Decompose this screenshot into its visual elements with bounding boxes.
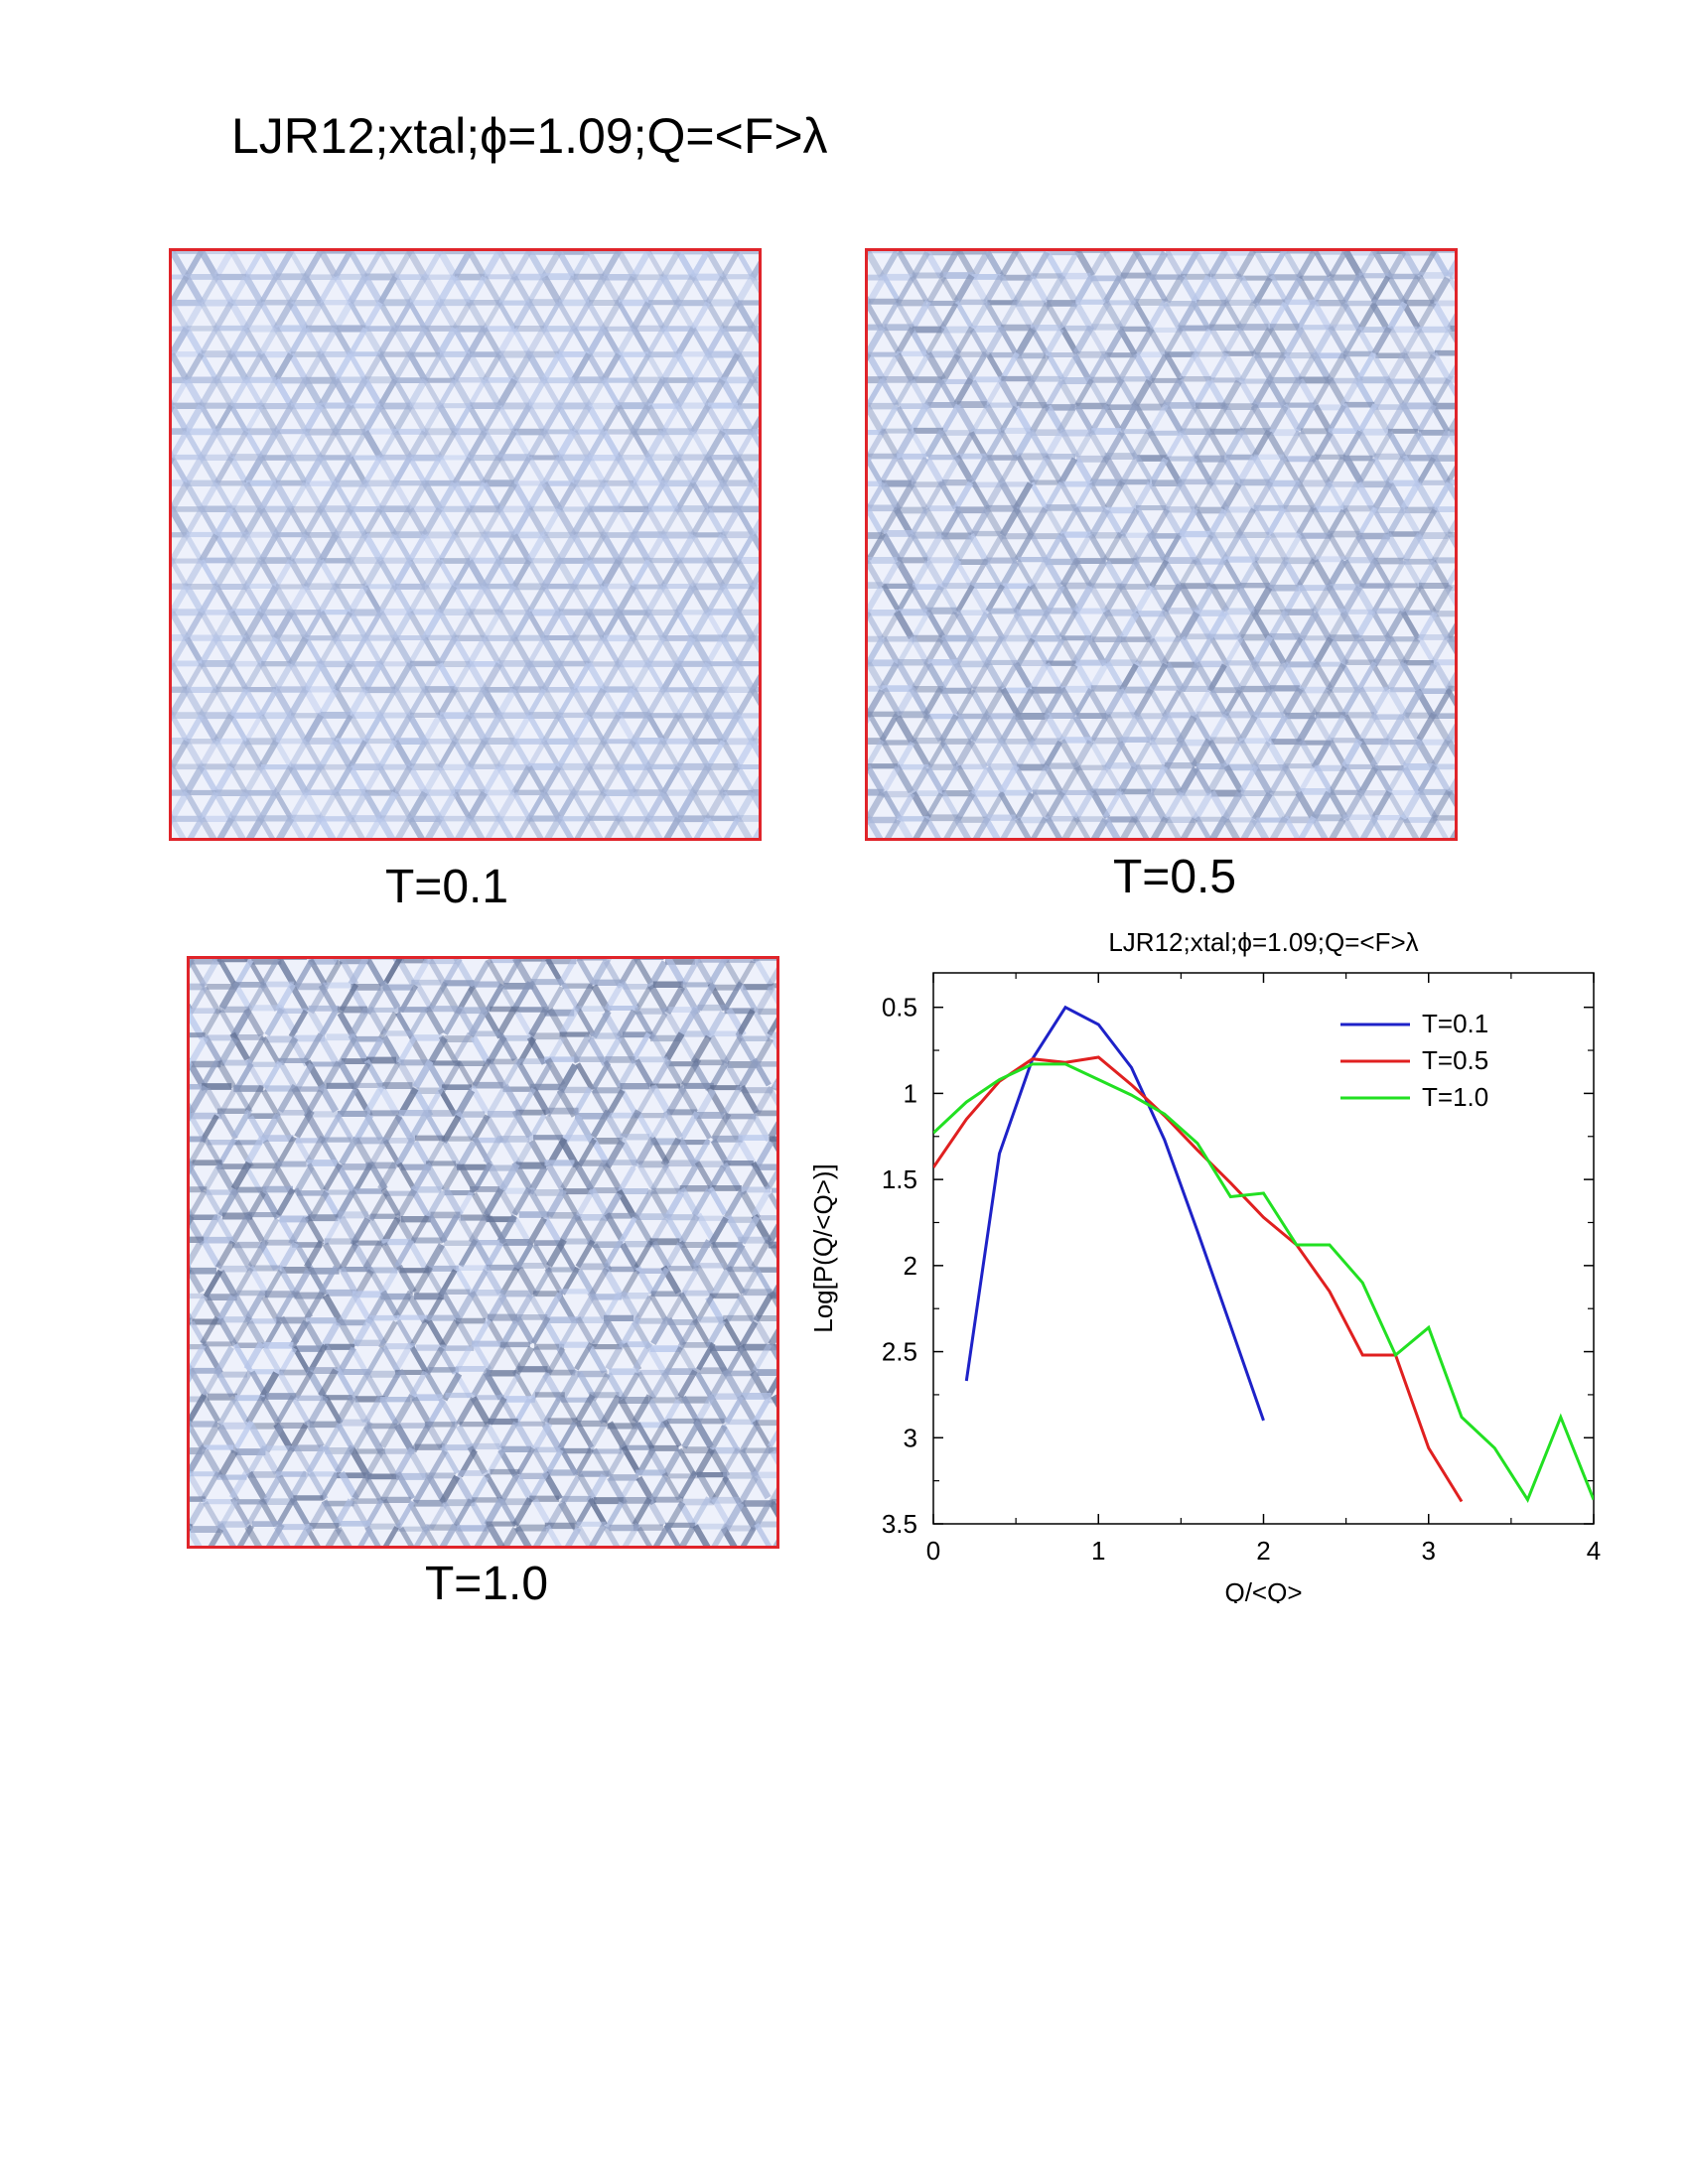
lattice-image-t05 — [868, 251, 1455, 838]
lattice-bonds — [868, 251, 1455, 838]
y-tick-label: 3.5 — [882, 1509, 917, 1539]
x-tick-label: 4 — [1587, 1536, 1601, 1566]
lattice-snapshot-t05 — [865, 248, 1458, 841]
lattice-bonds — [172, 251, 759, 838]
lattice-snapshot-t01 — [169, 248, 762, 841]
lattice-snapshot-t10 — [187, 956, 779, 1549]
y-tick-label: 2 — [904, 1251, 917, 1281]
y-tick-label: 0.5 — [882, 993, 917, 1023]
legend-label: T=0.5 — [1422, 1045, 1488, 1075]
x-tick-label: 2 — [1256, 1536, 1270, 1566]
y-tick-label: 1 — [904, 1078, 917, 1108]
snapshot-label-t05: T=0.5 — [1112, 851, 1237, 903]
series-line-t05 — [933, 1055, 1464, 1503]
legend-label: T=0.1 — [1422, 1009, 1488, 1038]
y-tick-label: 3 — [904, 1423, 917, 1452]
plot-frame — [932, 972, 1595, 1525]
y-tick-label: 1.5 — [882, 1164, 917, 1194]
lattice-bonds — [190, 959, 776, 1546]
distribution-chart: LJR12;xtal;ϕ=1.09;Q=<F>λ 0 1 2 3 4 0.5 1 1.5 2 2.5… — [808, 927, 1601, 1603]
y-tick-label: 2.5 — [882, 1337, 917, 1367]
x-tick-label: 3 — [1422, 1536, 1436, 1566]
lattice-image-t10 — [190, 959, 776, 1546]
snapshot-label-t10: T=1.0 — [424, 1558, 549, 1610]
series-line-t01 — [964, 1005, 1265, 1422]
snapshot-label-t01: T=0.1 — [384, 861, 509, 913]
x-axis-label: Q/<Q> — [1224, 1577, 1302, 1603]
page-title: LJR12;xtal;ϕ=1.09;Q=<F>λ — [231, 108, 828, 164]
chart-title: LJR12;xtal;ϕ=1.09;Q=<F>λ — [1108, 927, 1418, 957]
x-tick-label: 1 — [1091, 1536, 1105, 1566]
y-axis-label: Log[P(Q/<Q>)] — [808, 1163, 838, 1333]
series-line-t10 — [933, 1062, 1594, 1503]
x-tick-label: 0 — [926, 1536, 940, 1566]
lattice-image-t01 — [172, 251, 759, 838]
legend-label: T=1.0 — [1422, 1082, 1488, 1112]
